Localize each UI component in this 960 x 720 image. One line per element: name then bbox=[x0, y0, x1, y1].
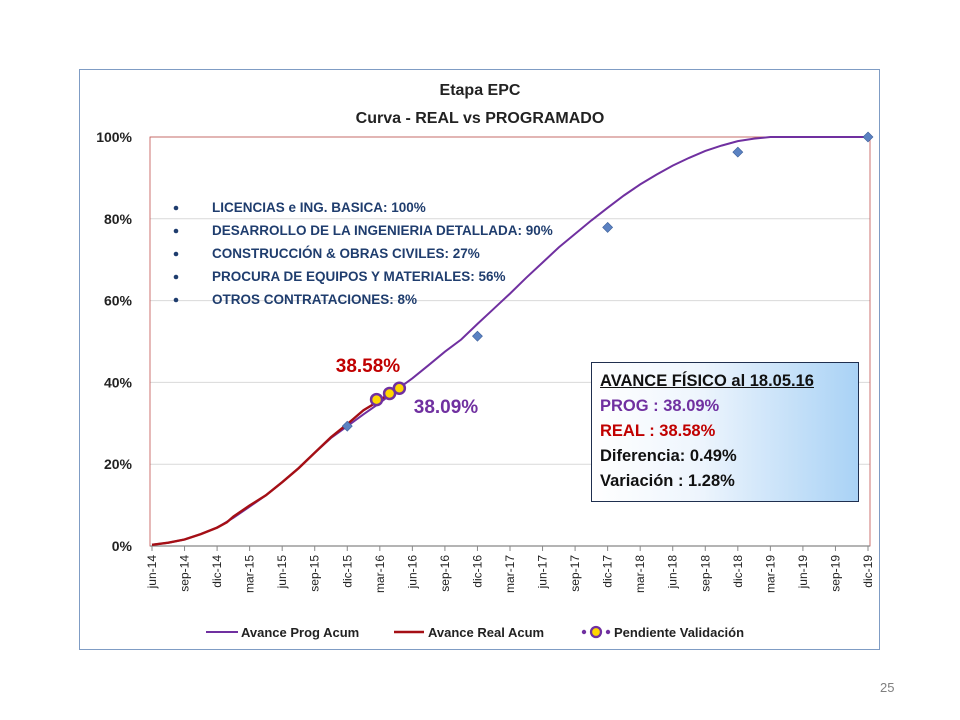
info-box-real: REAL : 38.58% bbox=[600, 422, 716, 440]
pending-validation-point bbox=[369, 392, 384, 407]
x-tick-label: dic-14 bbox=[210, 555, 224, 588]
series-layer bbox=[151, 131, 874, 546]
x-tick-label: mar-19 bbox=[763, 555, 777, 593]
legend-real-label: Avance Real Acum bbox=[428, 625, 544, 640]
y-tick-label: 100% bbox=[96, 129, 132, 145]
x-tick-label: dic-18 bbox=[731, 555, 745, 588]
chart-svg: Etapa EPC Curva - REAL vs PROGRAMADO 0% 2… bbox=[96, 82, 875, 640]
chart-title: Etapa EPC bbox=[440, 82, 521, 99]
legend: Avance Prog Acum Avance Real Acum Pendient… bbox=[206, 625, 744, 640]
bullet-item: LICENCIAS e ING. BASICA: 100% bbox=[212, 200, 426, 215]
prog-marker bbox=[732, 146, 744, 158]
x-tick-label: jun-18 bbox=[666, 555, 680, 590]
bullet-item: DESARROLLO DE LA INGENIERIA DETALLADA: 9… bbox=[212, 223, 553, 238]
x-tick-label: jun-19 bbox=[796, 555, 810, 590]
x-tick-label: sep-15 bbox=[308, 555, 322, 592]
x-tick-label: sep-17 bbox=[568, 555, 582, 592]
bullet-item: OTROS CONTRATACIONES: 8% bbox=[212, 292, 417, 307]
x-tick-label: jun-16 bbox=[405, 555, 419, 590]
x-axis-ticks: jun-14 sep-14 dic-14 mar-15 jun-15 sep-15 dic-… bbox=[145, 546, 875, 593]
annotation-prog-value: 38.09% bbox=[414, 397, 479, 418]
pending-validation-point bbox=[392, 381, 407, 395]
x-tick-label: dic-17 bbox=[601, 555, 615, 588]
x-tick-label: mar-15 bbox=[243, 555, 257, 593]
x-tick-label: dic-15 bbox=[340, 555, 354, 588]
legend-pending-label: Pendiente Validación bbox=[614, 625, 744, 640]
bullet-dot bbox=[173, 205, 179, 211]
series-real-line bbox=[151, 387, 397, 546]
bullet-item: PROCURA DE EQUIPOS Y MATERIALES: 56% bbox=[212, 269, 506, 284]
bullet-dot bbox=[173, 251, 179, 257]
info-box-variacion: Variación : 1.28% bbox=[600, 472, 735, 490]
prog-marker bbox=[472, 330, 483, 342]
x-tick-label: dic-19 bbox=[861, 555, 875, 588]
slide-number: 25 bbox=[880, 680, 895, 695]
y-tick-label: 0% bbox=[112, 538, 133, 554]
y-tick-label: 20% bbox=[104, 456, 133, 472]
annotation-real-value: 38.58% bbox=[336, 356, 401, 377]
x-tick-label: mar-17 bbox=[503, 555, 517, 593]
x-tick-label: jun-17 bbox=[536, 555, 550, 590]
prog-marker bbox=[602, 221, 614, 233]
y-tick-label: 80% bbox=[104, 211, 133, 227]
y-tick-label: 60% bbox=[104, 293, 133, 309]
x-tick-label: dic-16 bbox=[470, 555, 484, 588]
legend-pending-swatch bbox=[589, 625, 603, 639]
annotations: 38.58% 38.09% bbox=[336, 356, 479, 418]
x-tick-label: jun-15 bbox=[275, 555, 289, 590]
info-box: AVANCE FÍSICO al 18.05.16 PROG : 38.09% … bbox=[591, 362, 859, 502]
x-tick-label: sep-19 bbox=[828, 555, 842, 592]
legend-pending-dot bbox=[581, 629, 587, 635]
x-tick-label: mar-16 bbox=[373, 555, 387, 593]
bullet-item: CONSTRUCCIÓN & OBRAS CIVILES: 27% bbox=[212, 246, 480, 261]
bullet-dot bbox=[173, 228, 179, 234]
x-tick-label: sep-14 bbox=[178, 555, 192, 592]
legend-prog-label: Avance Prog Acum bbox=[241, 625, 359, 640]
pending-validation-point bbox=[382, 386, 397, 401]
info-box-prog: PROG : 38.09% bbox=[600, 397, 720, 415]
x-tick-label: mar-18 bbox=[633, 555, 647, 593]
prog-marker bbox=[341, 420, 353, 432]
y-tick-label: 40% bbox=[104, 374, 133, 390]
bullet-dot bbox=[173, 274, 179, 280]
bullet-list: LICENCIAS e ING. BASICA: 100% DESARROLLO … bbox=[173, 200, 553, 307]
x-tick-label: jun-14 bbox=[145, 555, 159, 590]
prog-marker bbox=[862, 131, 874, 143]
legend-pending-dot bbox=[605, 629, 611, 635]
chart-subtitle: Curva - REAL vs PROGRAMADO bbox=[356, 110, 605, 127]
y-axis-ticks: 0% 20% 40% 60% 80% 100% bbox=[96, 129, 132, 554]
bullet-dot bbox=[173, 297, 179, 303]
info-box-title: AVANCE FÍSICO al 18.05.16 bbox=[600, 372, 814, 390]
x-tick-label: sep-16 bbox=[438, 555, 452, 592]
grid-layer bbox=[149, 136, 871, 547]
x-tick-label: sep-18 bbox=[698, 555, 712, 592]
info-box-diferencia: Diferencia: 0.49% bbox=[600, 447, 737, 465]
chart-frame: Etapa EPC Curva - REAL vs PROGRAMADO 0% 2… bbox=[79, 69, 880, 650]
